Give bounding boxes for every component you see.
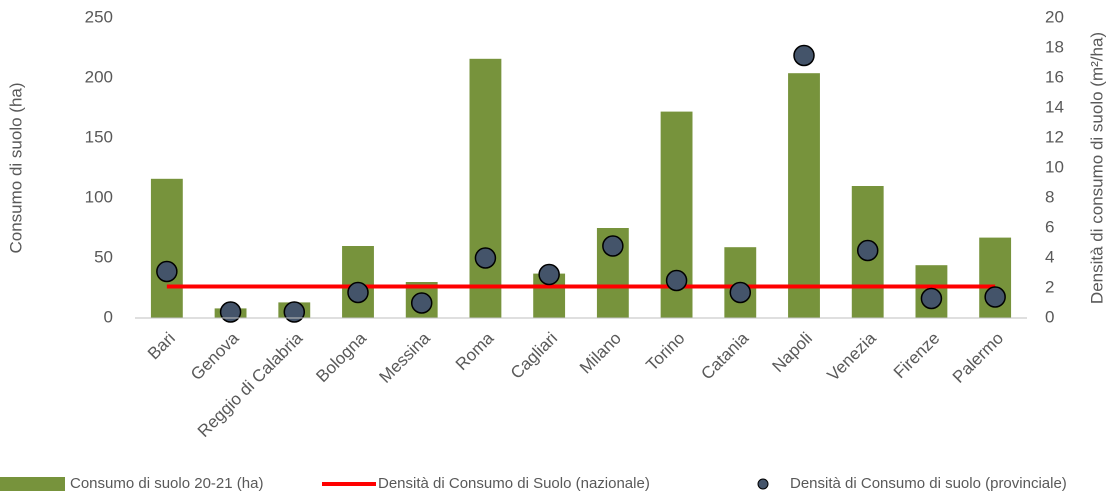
y2-tick-label: 18 [1045, 37, 1064, 56]
y-tick-label: 200 [85, 67, 113, 86]
legend-label: Consumo di suolo 20-21 (ha) [70, 475, 263, 492]
x-tick-label: Palermo [949, 329, 1007, 387]
point [793, 44, 815, 67]
y-tick-label: 250 [85, 7, 113, 26]
x-tick-label: Cagliari [507, 329, 561, 383]
point [538, 263, 560, 286]
point [219, 301, 242, 323]
y2-tick-label: 14 [1045, 97, 1064, 116]
y2-tick-label: 6 [1045, 217, 1054, 236]
x-tick-label: Firenze [890, 329, 944, 383]
x-tick-label: Bari [144, 329, 179, 364]
x-tick-label: Venezia [823, 328, 880, 385]
x-tick-label: Napoli [768, 329, 816, 377]
y2-tick-label: 20 [1045, 7, 1064, 26]
point [283, 301, 306, 323]
y-axis-title: Consumo di suolo (ha) [6, 82, 25, 253]
y-tick-label: 100 [85, 187, 113, 206]
bar [150, 178, 183, 318]
x-tick-label: Genova [187, 328, 243, 384]
x-tick-label: Roma [452, 328, 498, 374]
y2-tick-label: 8 [1045, 187, 1054, 206]
y2-tick-label: 2 [1045, 277, 1054, 296]
x-tick-label: Messina [376, 328, 435, 387]
y2-tick-label: 12 [1045, 127, 1064, 146]
x-tick-label: Bologna [312, 328, 370, 386]
y2-tick-label: 0 [1045, 307, 1054, 326]
point [602, 235, 624, 257]
legend-label: Densità di Consumo di suolo (provinciale… [790, 475, 1067, 492]
point [410, 292, 433, 314]
x-tick-label: Milano [576, 329, 625, 378]
y-tick-label: 150 [85, 127, 113, 146]
bar [469, 58, 502, 319]
point [984, 286, 1006, 308]
x-tick-label: Reggio di Calabria [194, 328, 307, 441]
y2-tick-label: 16 [1045, 67, 1064, 86]
y2-tick-label: 4 [1045, 247, 1054, 266]
y2-tick-label: 10 [1045, 157, 1064, 176]
legend-swatch [757, 478, 769, 490]
point [729, 281, 752, 304]
bar [788, 73, 820, 318]
legend-swatch [0, 477, 65, 491]
point [474, 247, 497, 269]
point [920, 287, 943, 310]
y2-axis-title: Densità di consumo di suolo (m²/ha) [1087, 32, 1106, 304]
point [156, 260, 178, 283]
point [856, 239, 879, 262]
x-tick-label: Catania [697, 328, 752, 383]
point [665, 269, 688, 292]
point [347, 281, 369, 304]
y-tick-label: 50 [94, 247, 113, 266]
x-tick-label: Torino [642, 329, 688, 375]
y-tick-label: 0 [104, 307, 113, 326]
legend-label: Densità di Consumo di Suolo (nazionale) [378, 475, 650, 492]
